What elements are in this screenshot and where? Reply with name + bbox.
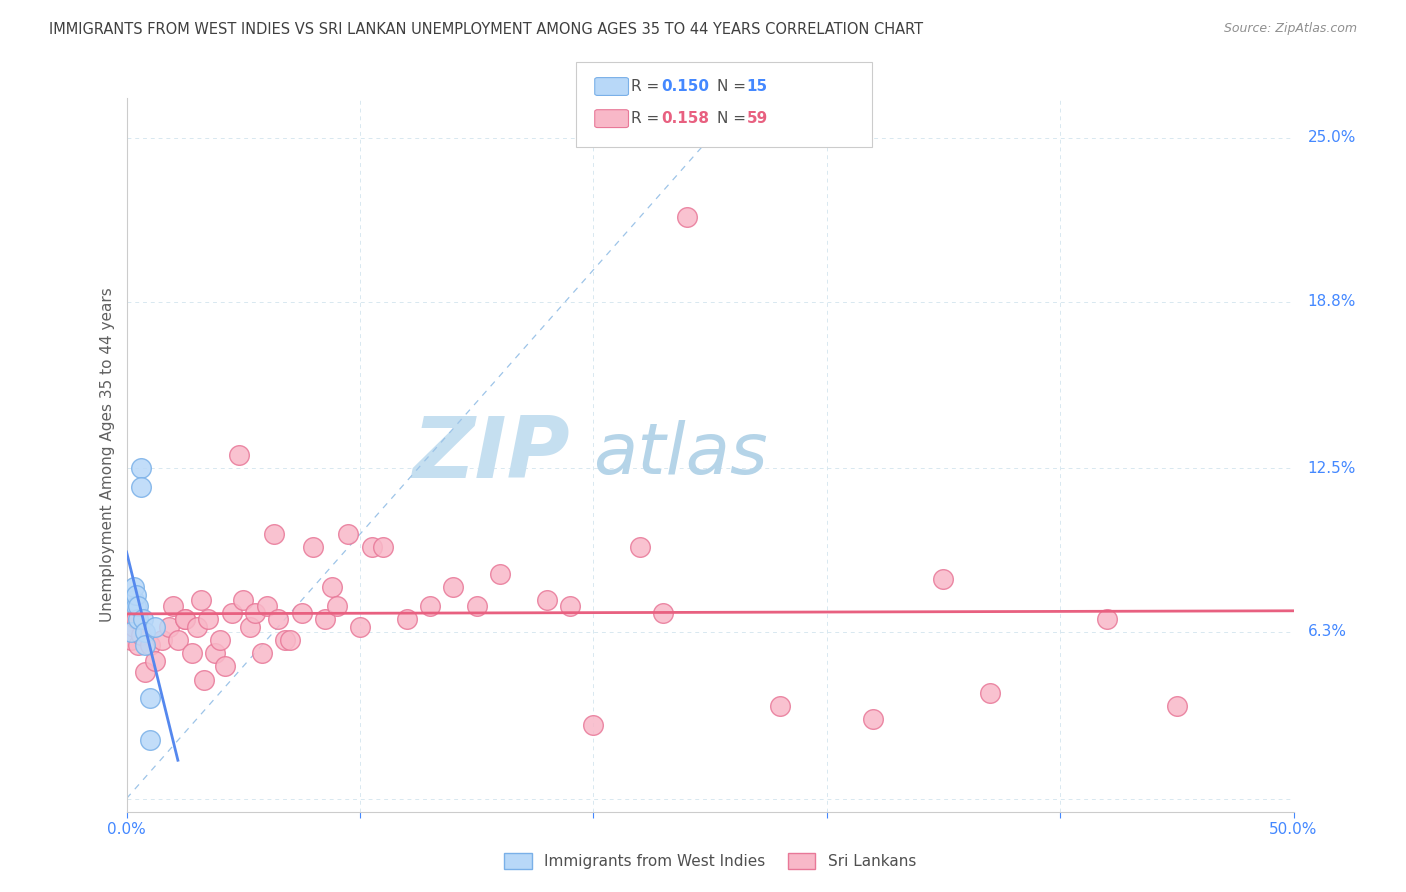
- Point: [162, 599, 184, 613]
- Point: [180, 646, 202, 660]
- Point: [129, 627, 152, 641]
- Point: [122, 593, 145, 607]
- Point: [675, 210, 697, 224]
- Point: [465, 599, 488, 613]
- Point: [267, 612, 290, 626]
- Point: [193, 673, 215, 687]
- Legend: Immigrants from West Indies, Sri Lankans: Immigrants from West Indies, Sri Lankans: [498, 847, 922, 875]
- Point: [979, 686, 1001, 700]
- Point: [239, 620, 262, 634]
- Point: [395, 612, 418, 626]
- Point: [243, 607, 266, 621]
- Point: [139, 733, 162, 747]
- Text: N =: N =: [717, 79, 751, 94]
- Point: [274, 632, 297, 647]
- Point: [349, 620, 371, 634]
- Point: [652, 607, 675, 621]
- Point: [190, 593, 212, 607]
- Point: [134, 665, 156, 679]
- Text: R =: R =: [631, 79, 665, 94]
- Point: [221, 607, 243, 621]
- Point: [127, 638, 149, 652]
- Point: [321, 580, 343, 594]
- Point: [419, 599, 441, 613]
- Point: [134, 638, 156, 652]
- Point: [278, 632, 301, 647]
- Point: [536, 593, 558, 607]
- Text: IMMIGRANTS FROM WEST INDIES VS SRI LANKAN UNEMPLOYMENT AMONG AGES 35 TO 44 YEARS: IMMIGRANTS FROM WEST INDIES VS SRI LANKA…: [49, 22, 924, 37]
- Text: Source: ZipAtlas.com: Source: ZipAtlas.com: [1223, 22, 1357, 36]
- Text: 0.158: 0.158: [661, 112, 709, 126]
- Point: [232, 593, 254, 607]
- Point: [174, 612, 197, 626]
- Text: ZIP: ZIP: [412, 413, 569, 497]
- Text: atlas: atlas: [593, 420, 768, 490]
- Text: 15: 15: [747, 79, 768, 94]
- Point: [174, 612, 197, 626]
- Point: [167, 632, 190, 647]
- Point: [441, 580, 464, 594]
- Point: [208, 632, 231, 647]
- Point: [263, 527, 285, 541]
- Point: [120, 632, 142, 647]
- Point: [129, 480, 152, 494]
- Point: [582, 717, 605, 731]
- Point: [256, 599, 278, 613]
- Point: [769, 698, 792, 713]
- Point: [157, 620, 180, 634]
- Point: [228, 448, 250, 462]
- Point: [373, 541, 395, 555]
- Text: R =: R =: [631, 112, 665, 126]
- Point: [132, 612, 155, 626]
- Point: [122, 580, 145, 594]
- Point: [314, 612, 336, 626]
- Text: N =: N =: [717, 112, 751, 126]
- Point: [125, 612, 148, 626]
- Point: [214, 659, 236, 673]
- Point: [139, 638, 162, 652]
- Text: 25.0%: 25.0%: [1308, 130, 1355, 145]
- Point: [489, 566, 512, 581]
- Point: [134, 625, 156, 640]
- Point: [325, 599, 347, 613]
- Point: [558, 599, 581, 613]
- Text: 12.5%: 12.5%: [1308, 460, 1355, 475]
- Point: [290, 607, 312, 621]
- Point: [127, 599, 149, 613]
- Point: [186, 620, 208, 634]
- Point: [932, 572, 955, 586]
- Point: [204, 646, 226, 660]
- Point: [150, 632, 173, 647]
- Point: [143, 620, 166, 634]
- Point: [337, 527, 360, 541]
- Point: [127, 612, 149, 626]
- Point: [360, 541, 382, 555]
- Point: [125, 588, 148, 602]
- Text: 59: 59: [747, 112, 768, 126]
- Point: [302, 541, 325, 555]
- Point: [250, 646, 273, 660]
- Text: 18.8%: 18.8%: [1308, 294, 1355, 310]
- Y-axis label: Unemployment Among Ages 35 to 44 years: Unemployment Among Ages 35 to 44 years: [100, 287, 115, 623]
- Point: [129, 461, 152, 475]
- Point: [1166, 698, 1188, 713]
- Point: [1095, 612, 1118, 626]
- Point: [120, 625, 142, 640]
- Point: [143, 654, 166, 668]
- Point: [628, 541, 651, 555]
- Point: [122, 620, 145, 634]
- Point: [862, 712, 884, 726]
- Text: 0.150: 0.150: [661, 79, 709, 94]
- Point: [139, 691, 162, 706]
- Point: [125, 599, 148, 613]
- Text: 6.3%: 6.3%: [1308, 624, 1347, 640]
- Point: [197, 612, 219, 626]
